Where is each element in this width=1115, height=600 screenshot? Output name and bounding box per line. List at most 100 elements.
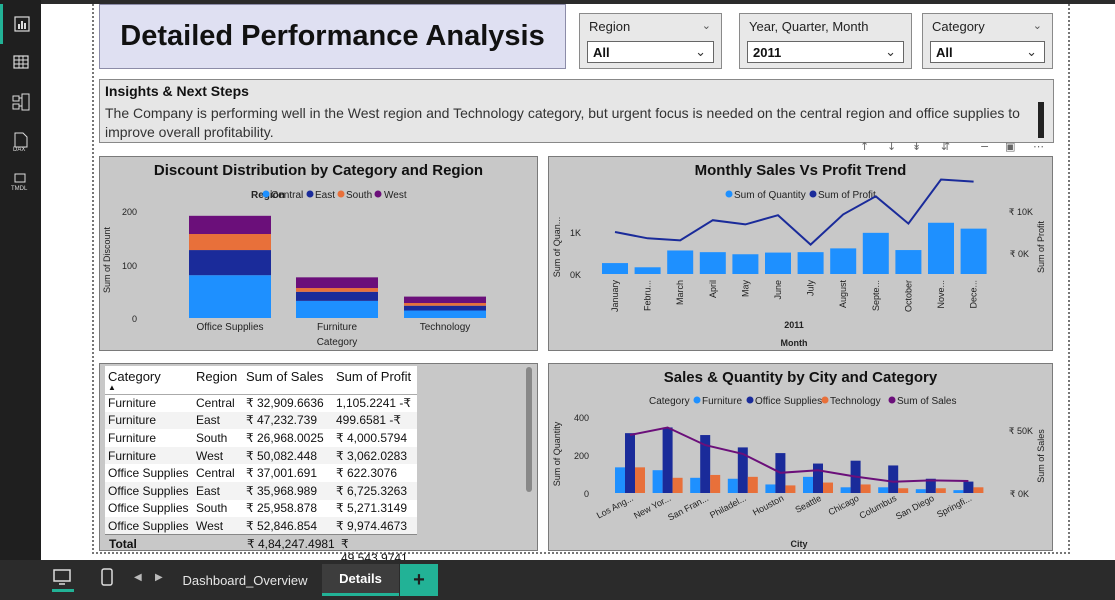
bar-east[interactable]	[189, 250, 271, 276]
quantity-bar[interactable]	[732, 254, 759, 274]
furniture-bar[interactable]	[953, 490, 964, 493]
dropdown-arrow-icon[interactable]: ⌄	[695, 44, 706, 59]
bar-south[interactable]	[404, 303, 486, 306]
bar-south[interactable]	[296, 288, 378, 292]
technology-bar[interactable]	[860, 484, 871, 493]
previous-page-icon[interactable]: ◀	[134, 572, 142, 583]
quantity-bar[interactable]	[602, 263, 628, 274]
office-supplies-bar[interactable]	[963, 481, 974, 493]
table-row[interactable]: Office Supplies West ₹ 52,846.854 ₹ 9,974.4…	[105, 517, 417, 535]
quantity-bar[interactable]	[667, 250, 694, 274]
more-options-icon[interactable]: ⋯	[1033, 140, 1044, 153]
tab-dashboard-overview[interactable]: Dashboard_Overview	[182, 572, 308, 588]
table-view-icon[interactable]	[0, 42, 41, 82]
sort-ascending-icon[interactable]: ▲	[108, 383, 116, 392]
technology-bar[interactable]	[785, 485, 796, 493]
office-supplies-bar[interactable]	[700, 435, 711, 493]
city-chart-card[interactable]: Sales & Quantity by City and Category Ca…	[548, 363, 1053, 551]
dropdown-arrow-icon[interactable]: ⌄	[885, 44, 896, 59]
furniture-bar[interactable]	[727, 478, 738, 493]
office-supplies-bar[interactable]	[737, 447, 748, 493]
category-slicer[interactable]: Category ⌄ All ⌄	[922, 13, 1053, 69]
furniture-bar[interactable]	[765, 484, 776, 493]
quantity-bar[interactable]	[699, 252, 726, 274]
quantity-bar[interactable]	[960, 228, 987, 274]
furniture-bar[interactable]	[615, 467, 625, 493]
table-row[interactable]: Office Supplies East ₹ 35,968.989 ₹ 6,725.3…	[105, 481, 417, 500]
bar-west[interactable]	[404, 296, 486, 304]
tmdl-view-icon[interactable]: TMDL	[0, 162, 41, 202]
mobile-layout-icon[interactable]	[100, 568, 114, 590]
filter-icon[interactable]: −	[980, 140, 990, 153]
profit-trend-line[interactable]	[614, 178, 974, 246]
office-supplies-bar[interactable]	[625, 433, 635, 493]
office-supplies-bar[interactable]	[888, 465, 899, 493]
quantity-bar[interactable]	[797, 252, 824, 274]
discount-chart-card[interactable]: Discount Distribution by Category and Re…	[99, 156, 538, 351]
sales-profit-table[interactable]: Category ▲ Region Sum of Sales Sum of Pro…	[105, 366, 417, 535]
table-row[interactable]: Office Supplies Central ₹ 37,001.691 ₹ 622.…	[105, 464, 417, 482]
dropdown-arrow-icon[interactable]: ⌄	[1026, 44, 1037, 59]
bar-south[interactable]	[189, 234, 271, 251]
insights-scrollbar[interactable]	[1038, 102, 1044, 138]
table-row[interactable]: Furniture West ₹ 50,082.448 ₹ 3,062.0283	[105, 446, 417, 465]
bar-central[interactable]	[404, 310, 486, 318]
quantity-bar[interactable]	[895, 250, 922, 274]
city-bars[interactable]	[615, 427, 984, 493]
dax-query-icon[interactable]: DAX	[0, 122, 41, 162]
next-page-icon[interactable]: ▶	[155, 572, 163, 583]
table-row[interactable]: Furniture East ₹ 47,232.739 499.6581 -₹	[105, 411, 417, 430]
table-row[interactable]: Furniture South ₹ 26,968.0025 ₹ 4,000.5794	[105, 429, 417, 447]
office-supplies-bar[interactable]	[813, 463, 823, 493]
date-dropdown[interactable]: 2011 ⌄	[747, 41, 904, 63]
model-view-icon[interactable]	[0, 82, 41, 122]
technology-bar[interactable]	[672, 477, 683, 493]
bar-east[interactable]	[404, 305, 486, 311]
chevron-down-icon[interactable]: ⌄	[1032, 19, 1042, 32]
office-supplies-bar[interactable]	[662, 427, 673, 493]
furniture-bar[interactable]	[690, 477, 701, 493]
focus-mode-icon[interactable]: ▣	[1005, 140, 1016, 153]
date-slicer[interactable]: Year, Quarter, Month 2011 ⌄	[739, 13, 912, 69]
office-supplies-bar[interactable]	[925, 478, 936, 493]
furniture-bar[interactable]	[878, 487, 889, 493]
bar-central[interactable]	[189, 275, 271, 318]
report-view-icon[interactable]	[0, 4, 41, 44]
drill-down-icon[interactable]: ↓	[887, 140, 897, 153]
column-header-category[interactable]: Category ▲	[105, 366, 193, 395]
sales-line[interactable]	[629, 426, 969, 483]
technology-bar[interactable]	[635, 467, 645, 493]
chevron-down-icon[interactable]: ⌄	[701, 19, 711, 32]
technology-bar[interactable]	[710, 474, 721, 493]
table-row[interactable]: Furniture Central ₹ 32,909.6636 1,105.2241 …	[105, 394, 417, 412]
discount-bars[interactable]	[189, 215, 486, 318]
region-slicer[interactable]: Region ⌄ All ⌄	[579, 13, 722, 69]
bar-east[interactable]	[296, 291, 378, 301]
bar-west[interactable]	[189, 215, 271, 235]
column-header-profit[interactable]: Sum of Profit	[333, 366, 417, 395]
quantity-bar[interactable]	[862, 232, 889, 274]
column-header-region[interactable]: Region	[193, 366, 243, 395]
monthly-chart-card[interactable]: Monthly Sales Vs Profit Trend Sum of Qua…	[548, 156, 1053, 351]
furniture-bar[interactable]	[840, 487, 851, 493]
expand-all-icon[interactable]: ↡	[912, 140, 922, 153]
technology-bar[interactable]	[935, 488, 946, 493]
technology-bar[interactable]	[747, 476, 758, 493]
monthly-bars[interactable]	[602, 222, 987, 274]
table-row[interactable]: Office Supplies South ₹ 25,958.878 ₹ 5,271.…	[105, 500, 417, 518]
category-dropdown[interactable]: All ⌄	[930, 41, 1045, 63]
bar-central[interactable]	[296, 300, 378, 318]
table-scrollbar[interactable]	[526, 367, 532, 492]
quantity-bar[interactable]	[634, 267, 661, 274]
furniture-bar[interactable]	[915, 489, 926, 493]
technology-bar[interactable]	[823, 482, 833, 493]
add-page-button[interactable]: +	[400, 564, 438, 596]
desktop-layout-icon[interactable]	[52, 568, 74, 592]
quantity-bar[interactable]	[928, 222, 954, 274]
technology-bar[interactable]	[898, 488, 909, 493]
bar-west[interactable]	[296, 277, 378, 289]
quantity-bar[interactable]	[830, 248, 857, 274]
drill-up-icon[interactable]: ↑	[860, 140, 870, 153]
column-header-sales[interactable]: Sum of Sales	[243, 366, 333, 395]
furniture-bar[interactable]	[652, 470, 663, 493]
